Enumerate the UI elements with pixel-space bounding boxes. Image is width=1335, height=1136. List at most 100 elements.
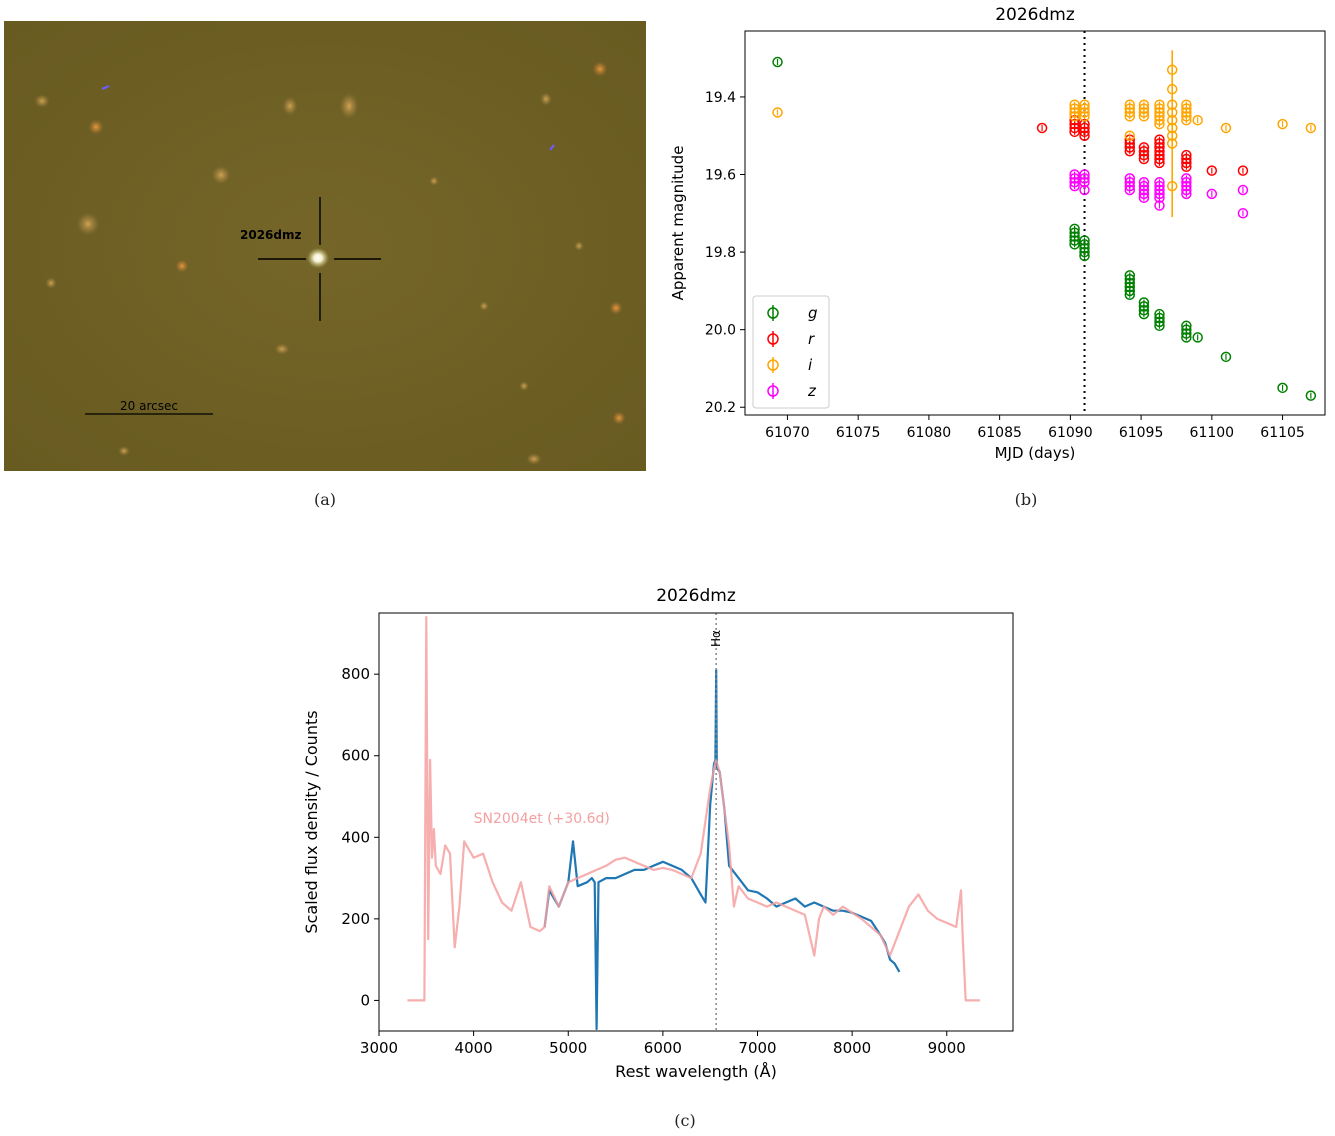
data-point-g: [772, 56, 783, 68]
data-point-z: [1206, 188, 1218, 200]
data-point-r: [1124, 145, 1136, 157]
y-tick-label: 200: [341, 910, 370, 928]
spectrum-lines: [407, 616, 980, 1031]
data-point-i: [1305, 122, 1317, 134]
caption-c: (c): [674, 1111, 696, 1130]
data-point-z: [1181, 188, 1192, 200]
data-point-i: [1079, 111, 1090, 122]
data-point-i: [1166, 64, 1178, 76]
data-point-z: [1237, 208, 1249, 219]
data-point-i: [1166, 138, 1178, 149]
data-point-i: [772, 107, 783, 118]
spectrum-series-template: [407, 616, 980, 1002]
legend-label-z: z: [807, 382, 817, 400]
data-point-r: [1069, 126, 1080, 138]
legend-label-r: r: [808, 330, 815, 348]
data-point-g: [1277, 382, 1288, 394]
scale-bar-label: 20 arcsec: [120, 399, 178, 413]
data-point-r: [1237, 165, 1249, 176]
data-point-i: [1138, 111, 1150, 122]
x-tick-label: 61100: [1190, 425, 1235, 441]
legend-box: [752, 295, 830, 409]
data-point-i: [1069, 111, 1080, 122]
chart-title: 2026dmz: [656, 586, 736, 606]
data-point-z: [1154, 200, 1165, 211]
x-axis-label: MJD (days): [995, 444, 1076, 462]
template-annotation: SN2004et (+30.6d): [474, 811, 610, 827]
plot-frame: [744, 30, 1326, 416]
x-tick-label: 61085: [977, 425, 1022, 441]
chart-title: 2026dmz: [995, 5, 1075, 25]
caption-b: (b): [1014, 490, 1038, 509]
y-tick-label: 0: [360, 991, 370, 1009]
x-tick-label: 4000: [455, 1039, 493, 1057]
light-curve-svg: 2026dmz 61070 61075 61080 61085 61090 61095 611…: [669, 5, 1326, 462]
data-point-g: [1079, 250, 1090, 262]
y-tick-label: 600: [341, 747, 370, 765]
y-tick-label: 800: [341, 665, 370, 683]
plot-background: [379, 613, 1013, 1031]
y-tick-label: 19.4: [705, 90, 736, 106]
y-tick-label: 19.6: [705, 168, 736, 184]
y-axis-label: Scaled flux density / Counts: [302, 710, 321, 933]
light-curve-chart: 2026dmz 61070 61075 61080 61085 61090 61095 611…: [655, 0, 1335, 475]
transient-source: [306, 247, 330, 269]
plot-frame: [378, 612, 1014, 1032]
sky-image: 2026dmz 20 arcsec: [4, 21, 646, 471]
data-point-z: [1079, 177, 1090, 188]
data-point-g: [1192, 332, 1203, 343]
image-panel: 2026dmz 20 arcsec: [4, 21, 646, 471]
data-point-r: [1206, 165, 1218, 176]
x-tick-label: 61075: [836, 425, 881, 441]
data-point-i: [1166, 99, 1178, 110]
y-axis-label: Apparent magnitude: [669, 146, 687, 301]
data-point-r: [1154, 157, 1165, 169]
caption-a: (a): [313, 490, 337, 509]
data-point-z: [1079, 184, 1090, 196]
x-tick-label: 5000: [549, 1039, 587, 1057]
background-sources: [34, 61, 626, 465]
y-tick-label: 400: [341, 828, 370, 846]
spectrum-chart: 2026dmz Hα SN2004et (+30.6d) 3000 4000 5000 60…: [290, 578, 1030, 1098]
x-tick-label: 6000: [644, 1039, 682, 1057]
x-tick-label: 61095: [1119, 425, 1164, 441]
x-tick-label: 61090: [1048, 425, 1093, 441]
data-point-g: [1138, 308, 1150, 320]
sky-background: [4, 21, 646, 471]
data-point-i: [1166, 107, 1178, 118]
x-axis-label: Rest wavelength (Å): [615, 1062, 777, 1081]
x-tick-label: 7000: [738, 1039, 776, 1057]
data-point-i: [1166, 130, 1178, 141]
data-point-i: [1166, 180, 1178, 192]
data-point-g: [1069, 239, 1080, 250]
data-point-r: [1138, 153, 1150, 165]
data-point-z: [1237, 184, 1249, 196]
data-point-z: [1124, 184, 1136, 196]
crosshair: [258, 197, 381, 321]
data-point-i: [1154, 118, 1165, 130]
data-point-g: [1181, 332, 1192, 343]
data-point-r: [1079, 130, 1090, 141]
data-point-g: [1124, 289, 1136, 301]
x-tick-label: 9000: [928, 1039, 966, 1057]
data-point-i: [1166, 83, 1178, 95]
data-point-i: [1124, 111, 1136, 122]
data-point-i: [1277, 118, 1288, 130]
data-point-i: [1220, 122, 1232, 134]
data-point-g: [1305, 390, 1317, 401]
y-tick-label: 20.0: [705, 323, 736, 339]
data-point-i: [1192, 114, 1203, 126]
x-tick-label: 61080: [907, 425, 952, 441]
data-point-z: [1154, 192, 1165, 204]
y-tick-label: 20.2: [705, 400, 736, 416]
data-point-r: [1181, 161, 1192, 173]
y-tick-label: 19.8: [705, 245, 736, 261]
x-tick-label: 61105: [1260, 425, 1305, 441]
x-tick-label: 3000: [360, 1039, 398, 1057]
data-point-g: [1154, 320, 1165, 332]
legend-label-g: g: [808, 304, 818, 322]
halpha-label: Hα: [709, 630, 723, 647]
data-point-i: [1124, 130, 1136, 141]
legend-label-i: i: [808, 356, 813, 374]
data-point-i: [1181, 114, 1192, 126]
